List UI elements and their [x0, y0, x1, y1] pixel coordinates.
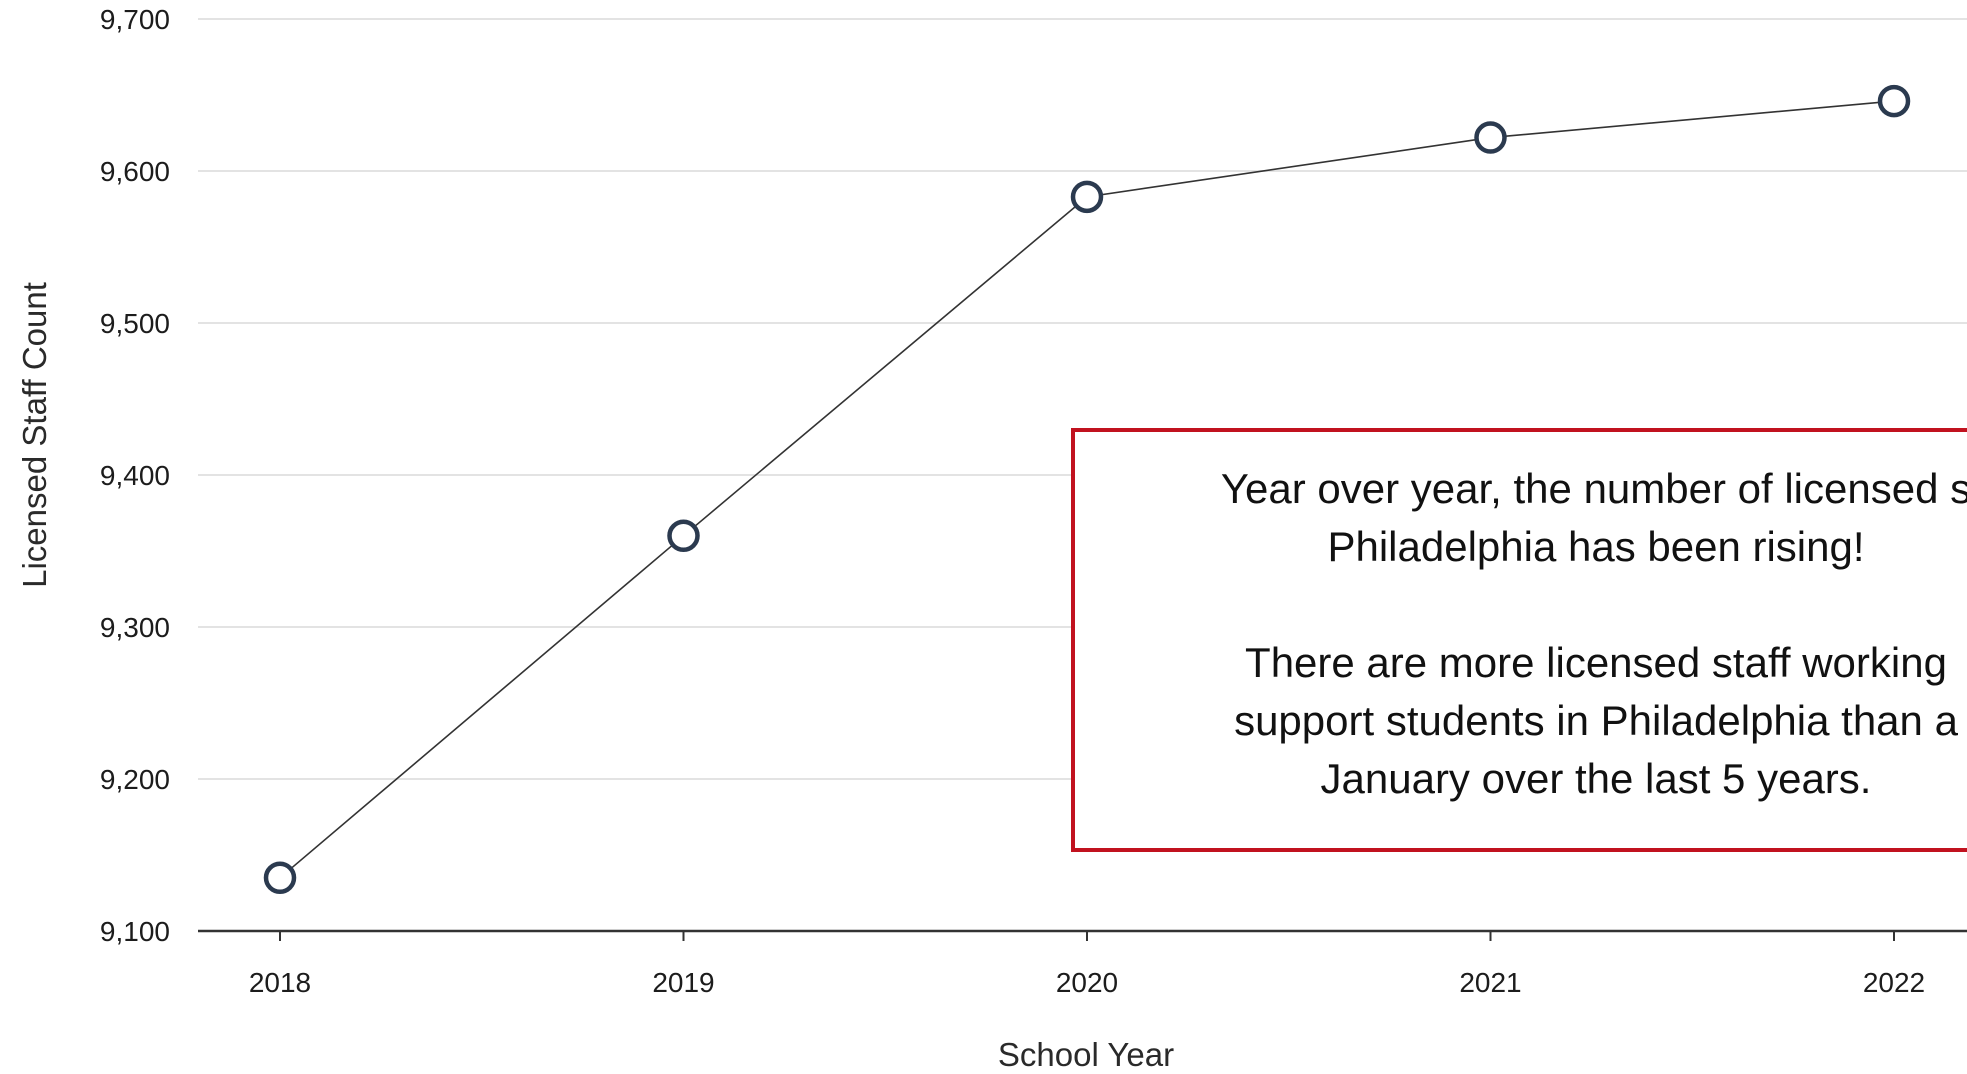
x-axis-title: School Year: [998, 1036, 1174, 1073]
data-point: [1070, 180, 1104, 214]
annotation-line: January over the last 5 years.: [1321, 755, 1872, 802]
annotation-line: There are more licensed staff working: [1245, 639, 1947, 686]
y-tick-label: 9,600: [100, 156, 170, 187]
data-point: [1474, 121, 1507, 154]
annotation-line: Year over year, the number of licensed s: [1221, 465, 1967, 512]
data-point: [263, 861, 297, 895]
x-tick-label: 2019: [652, 967, 714, 998]
y-tick-label: 9,200: [100, 764, 170, 795]
y-tick-label: 9,500: [100, 308, 170, 339]
annotation-box: [1071, 428, 1967, 852]
y-tick-label: 9,700: [100, 4, 170, 35]
annotation-line: Philadelphia has been rising!: [1327, 523, 1864, 570]
data-point: [667, 519, 700, 553]
x-tick-label: 2018: [249, 967, 311, 998]
x-tick-label: 2022: [1863, 967, 1925, 998]
data-points: [263, 84, 1911, 895]
axes: [198, 929, 1967, 941]
annotation-callout: Year over year, the number of licensed s…: [1071, 428, 1967, 852]
y-tick-label: 9,100: [100, 916, 170, 947]
y-tick-label: 9,300: [100, 612, 170, 643]
x-tick-label: 2020: [1056, 967, 1118, 998]
y-axis-title: Licensed Staff Count: [16, 282, 53, 588]
annotation-line: support students in Philadelphia than a: [1234, 697, 1958, 744]
y-tick-label: 9,400: [100, 460, 170, 491]
data-point: [1877, 84, 1911, 118]
x-tick-label: 2021: [1459, 967, 1521, 998]
tick-labels: 9,100 9,200 9,300 9,400 9,500 9,600 9,700 2018 2…: [100, 4, 1925, 998]
